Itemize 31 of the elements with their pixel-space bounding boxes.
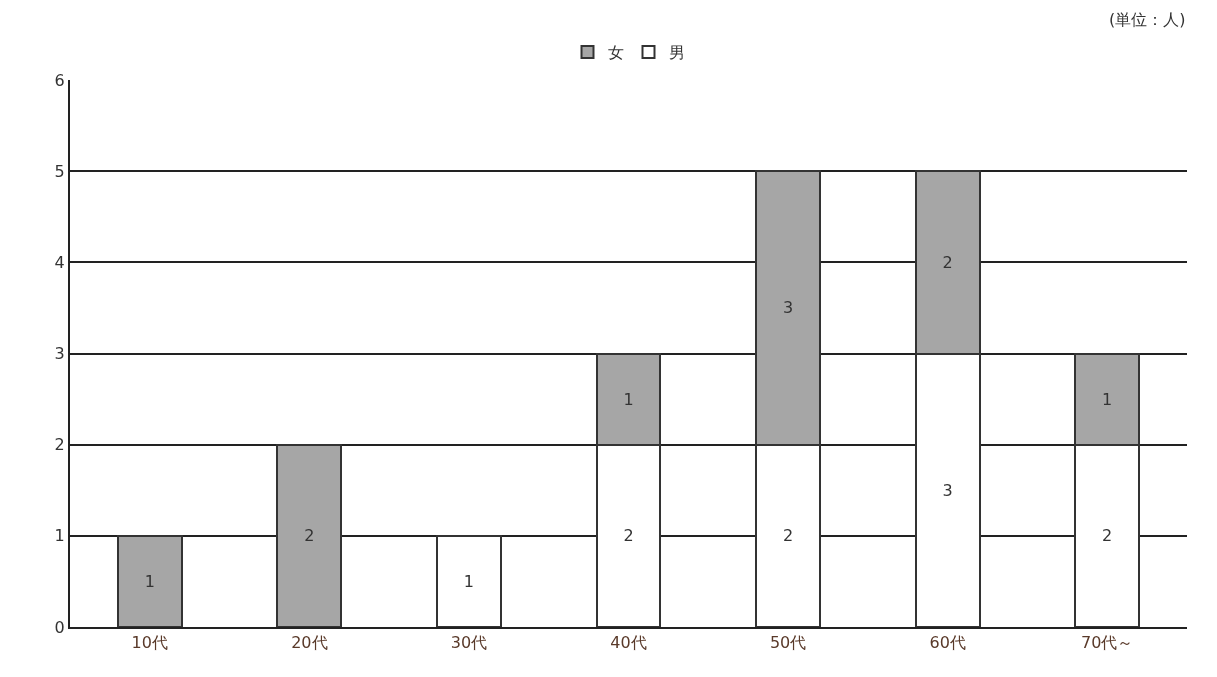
- data-label: 1: [1102, 389, 1113, 409]
- data-label: 2: [1102, 526, 1113, 546]
- data-label: 1: [463, 571, 475, 591]
- y-tick-label: 5: [54, 161, 65, 181]
- x-tick-label: 70代～: [1081, 633, 1134, 653]
- bar: [116, 534, 183, 627]
- x-tick-label: 10代: [131, 633, 168, 653]
- data-label: 2: [942, 252, 953, 272]
- data-label: 2: [304, 526, 315, 546]
- y-tick-label: 6: [54, 70, 65, 90]
- bar: [276, 443, 343, 627]
- y-tick-label: 1: [54, 526, 65, 546]
- x-tick-label: 60代: [929, 633, 966, 653]
- legend-label: 男: [668, 43, 685, 63]
- y-tick-label: 2: [54, 435, 65, 455]
- legend-label: 女: [607, 43, 624, 63]
- x-tick-label: 40代: [610, 633, 647, 653]
- x-tick-label: 30代: [450, 633, 488, 653]
- y-tick-label: 3: [54, 344, 65, 364]
- data-label: 1: [623, 389, 634, 409]
- x-tick-label: 50代: [769, 633, 807, 653]
- data-label: 3: [782, 298, 794, 318]
- data-label: 3: [942, 480, 953, 500]
- data-label: 2: [782, 526, 794, 546]
- bar: [436, 534, 502, 627]
- data-label: 1: [144, 571, 155, 591]
- y-tick-label: 0: [54, 617, 65, 637]
- y-tick-label: 4: [54, 252, 65, 272]
- x-tick-label: 20代: [291, 633, 328, 653]
- text: (単位：人): [1109, 10, 1186, 29]
- data-label: 2: [623, 526, 634, 546]
